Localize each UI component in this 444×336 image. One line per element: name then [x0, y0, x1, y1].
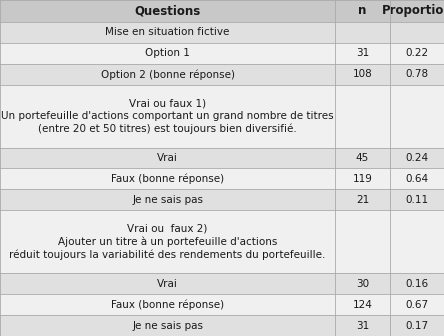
Text: Vrai: Vrai — [157, 279, 178, 289]
Bar — [0, 85, 444, 148]
Text: 30: 30 — [356, 279, 369, 289]
Bar — [0, 294, 444, 315]
Text: 0.64: 0.64 — [405, 174, 428, 184]
Bar — [0, 43, 444, 64]
Text: 0.11: 0.11 — [405, 195, 428, 205]
Text: 21: 21 — [356, 195, 369, 205]
Text: 0.24: 0.24 — [405, 153, 428, 163]
Bar — [0, 190, 444, 210]
Text: 119: 119 — [353, 174, 373, 184]
Text: Vrai ou  faux 2)
Ajouter un titre à un portefeuille d'actions
réduit toujours la: Vrai ou faux 2) Ajouter un titre à un po… — [9, 224, 326, 260]
Bar — [0, 210, 444, 273]
Text: Je ne sais pas: Je ne sais pas — [132, 195, 203, 205]
Text: Option 1: Option 1 — [145, 48, 190, 58]
Bar — [0, 273, 444, 294]
Text: 0.67: 0.67 — [405, 300, 428, 309]
Text: Faux (bonne réponse): Faux (bonne réponse) — [111, 299, 224, 310]
Bar — [0, 168, 444, 190]
Text: Vrai ou faux 1)
Un portefeuille d'actions comportant un grand nombre de titres
(: Vrai ou faux 1) Un portefeuille d'action… — [1, 98, 334, 134]
Text: 45: 45 — [356, 153, 369, 163]
Text: Vrai: Vrai — [157, 153, 178, 163]
Text: Faux (bonne réponse): Faux (bonne réponse) — [111, 174, 224, 184]
Bar — [0, 22, 444, 43]
Text: Questions: Questions — [135, 4, 201, 17]
Text: 0.22: 0.22 — [405, 48, 428, 58]
Bar — [0, 64, 444, 85]
Text: n: n — [358, 4, 367, 17]
Text: 0.78: 0.78 — [405, 69, 428, 79]
Bar — [0, 0, 444, 22]
Text: 0.17: 0.17 — [405, 321, 428, 331]
Text: 31: 31 — [356, 48, 369, 58]
Text: Mise en situation fictive: Mise en situation fictive — [105, 27, 230, 37]
Text: 108: 108 — [353, 69, 373, 79]
Text: 0.16: 0.16 — [405, 279, 428, 289]
Text: Je ne sais pas: Je ne sais pas — [132, 321, 203, 331]
Text: Option 2 (bonne réponse): Option 2 (bonne réponse) — [101, 69, 234, 80]
Text: Proportion: Proportion — [381, 4, 444, 17]
Text: 124: 124 — [353, 300, 373, 309]
Bar — [0, 315, 444, 336]
Text: 31: 31 — [356, 321, 369, 331]
Bar — [0, 148, 444, 168]
